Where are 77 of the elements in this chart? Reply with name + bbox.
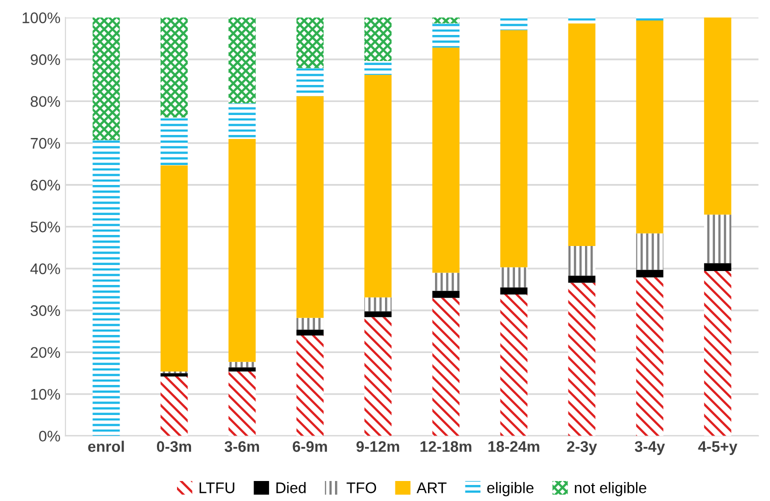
x-tick-label: 3-4y — [634, 441, 665, 455]
y-tick-label: 100% — [22, 12, 60, 24]
bar — [636, 233, 664, 270]
y-tick-label: 50% — [30, 222, 60, 232]
bar — [432, 48, 460, 273]
x-tick-label: 3-6m — [224, 441, 259, 452]
x-tick-label: 12-18m — [420, 441, 472, 452]
bar — [228, 371, 256, 436]
x-tick-label: enrol — [88, 440, 124, 452]
bar — [296, 330, 324, 336]
legend-label: TFO — [346, 482, 376, 494]
bar — [364, 18, 392, 62]
y-tick-label: 90% — [30, 54, 60, 66]
bar — [636, 20, 664, 234]
y-tick-label: 30% — [30, 305, 60, 316]
bar — [568, 23, 596, 246]
y-tick-label: 60% — [30, 180, 60, 191]
bar — [296, 18, 324, 68]
bar — [500, 30, 528, 268]
bar — [364, 297, 392, 312]
y-tick-label: 80% — [30, 96, 60, 107]
y-tick-label: 0% — [39, 430, 60, 442]
bar — [500, 18, 528, 30]
legend-label: eligible — [487, 482, 534, 496]
bar — [160, 376, 188, 436]
bar — [296, 96, 324, 318]
bar — [364, 74, 392, 298]
bar — [228, 103, 256, 139]
bar — [364, 317, 392, 436]
bar — [568, 276, 596, 283]
legend-label: LTFU — [200, 482, 234, 494]
bar — [500, 287, 528, 294]
bar — [296, 335, 324, 436]
bar — [568, 282, 596, 436]
bar — [296, 68, 324, 96]
bar — [636, 18, 664, 20]
bar — [704, 18, 732, 215]
bar — [704, 263, 732, 272]
x-tick-label: 2-3y — [567, 441, 598, 455]
bar — [636, 277, 664, 436]
x-tick-label: 0-3m — [156, 441, 192, 452]
x-tick-label: 4-5+y — [698, 441, 738, 455]
bar — [160, 373, 188, 376]
bar — [228, 138, 256, 362]
bar — [432, 272, 460, 291]
bar — [364, 311, 392, 318]
bar — [568, 18, 596, 24]
bar — [432, 18, 460, 24]
bar — [704, 271, 732, 436]
bar — [228, 367, 256, 372]
bar — [432, 290, 460, 298]
bar — [228, 18, 256, 104]
legend-label: ART — [416, 482, 447, 494]
bar — [160, 118, 188, 166]
bar — [500, 267, 528, 288]
bar — [92, 18, 120, 140]
bar — [228, 362, 256, 368]
bar — [500, 294, 528, 436]
y-tick-label: 70% — [30, 138, 60, 149]
y-tick-label: 20% — [30, 347, 60, 358]
legend-label: not eligible — [574, 482, 646, 496]
y-tick-label: 10% — [31, 388, 60, 400]
bar — [704, 214, 732, 264]
x-tick-label: 18-24m — [488, 441, 540, 452]
bar — [160, 165, 188, 372]
x-tick-label: 9-12m — [356, 441, 400, 452]
bar — [364, 61, 392, 75]
bar — [92, 140, 120, 436]
bar — [432, 23, 460, 48]
bar — [568, 246, 596, 276]
bar — [160, 18, 188, 118]
y-tick-label: 40% — [30, 263, 60, 274]
legend-label: Died — [276, 482, 306, 494]
x-tick-label: 6-9m — [292, 441, 327, 452]
bar — [296, 318, 324, 330]
bar — [432, 298, 460, 436]
bar — [636, 270, 664, 278]
